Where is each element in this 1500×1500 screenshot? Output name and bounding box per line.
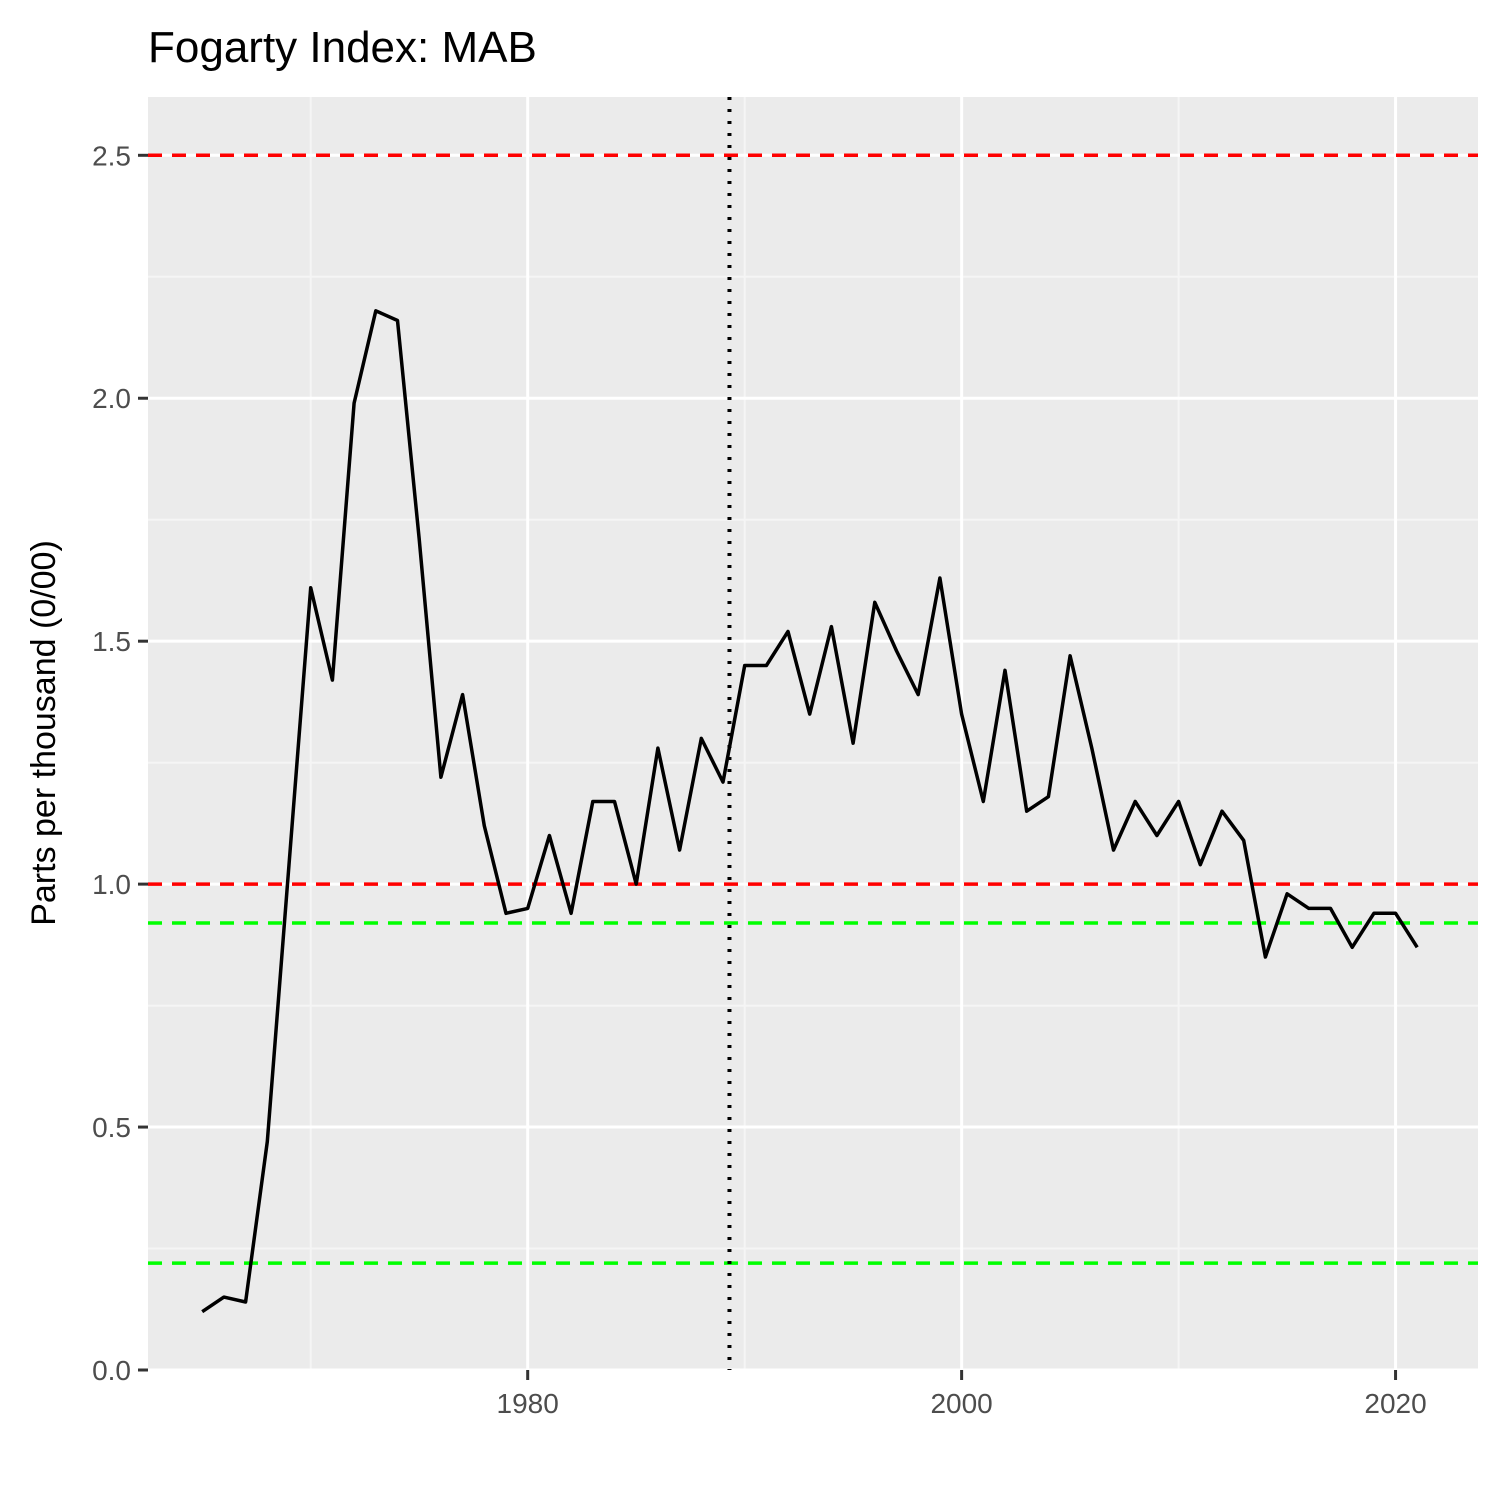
- reference-lines: [148, 97, 1478, 1370]
- y-tick-label: 2.0: [92, 383, 131, 414]
- y-tick-label: 1.5: [92, 626, 131, 657]
- y-axis: 0.0 0.5 1.0 1.5 2.0 2.5: [92, 140, 148, 1386]
- x-tick-label: 2020: [1364, 1388, 1426, 1419]
- y-tick-label: 1.0: [92, 869, 131, 900]
- x-tick-label: 1980: [497, 1388, 559, 1419]
- y-tick-label: 2.5: [92, 140, 131, 171]
- y-axis-title: Parts per thousand (0/00): [25, 540, 63, 926]
- x-axis: 1980 2000 2020: [497, 1370, 1427, 1419]
- x-tick-label: 2000: [930, 1388, 992, 1419]
- series-line: [201, 309, 1419, 1314]
- series-layer: [201, 309, 1419, 1314]
- minor-gridlines: [148, 97, 1478, 1370]
- chart-title: Fogarty Index: MAB: [148, 23, 537, 72]
- y-tick-label: 0.5: [92, 1112, 131, 1143]
- plot-panel: [148, 97, 1478, 1370]
- y-tick-label: 0.0: [92, 1355, 131, 1386]
